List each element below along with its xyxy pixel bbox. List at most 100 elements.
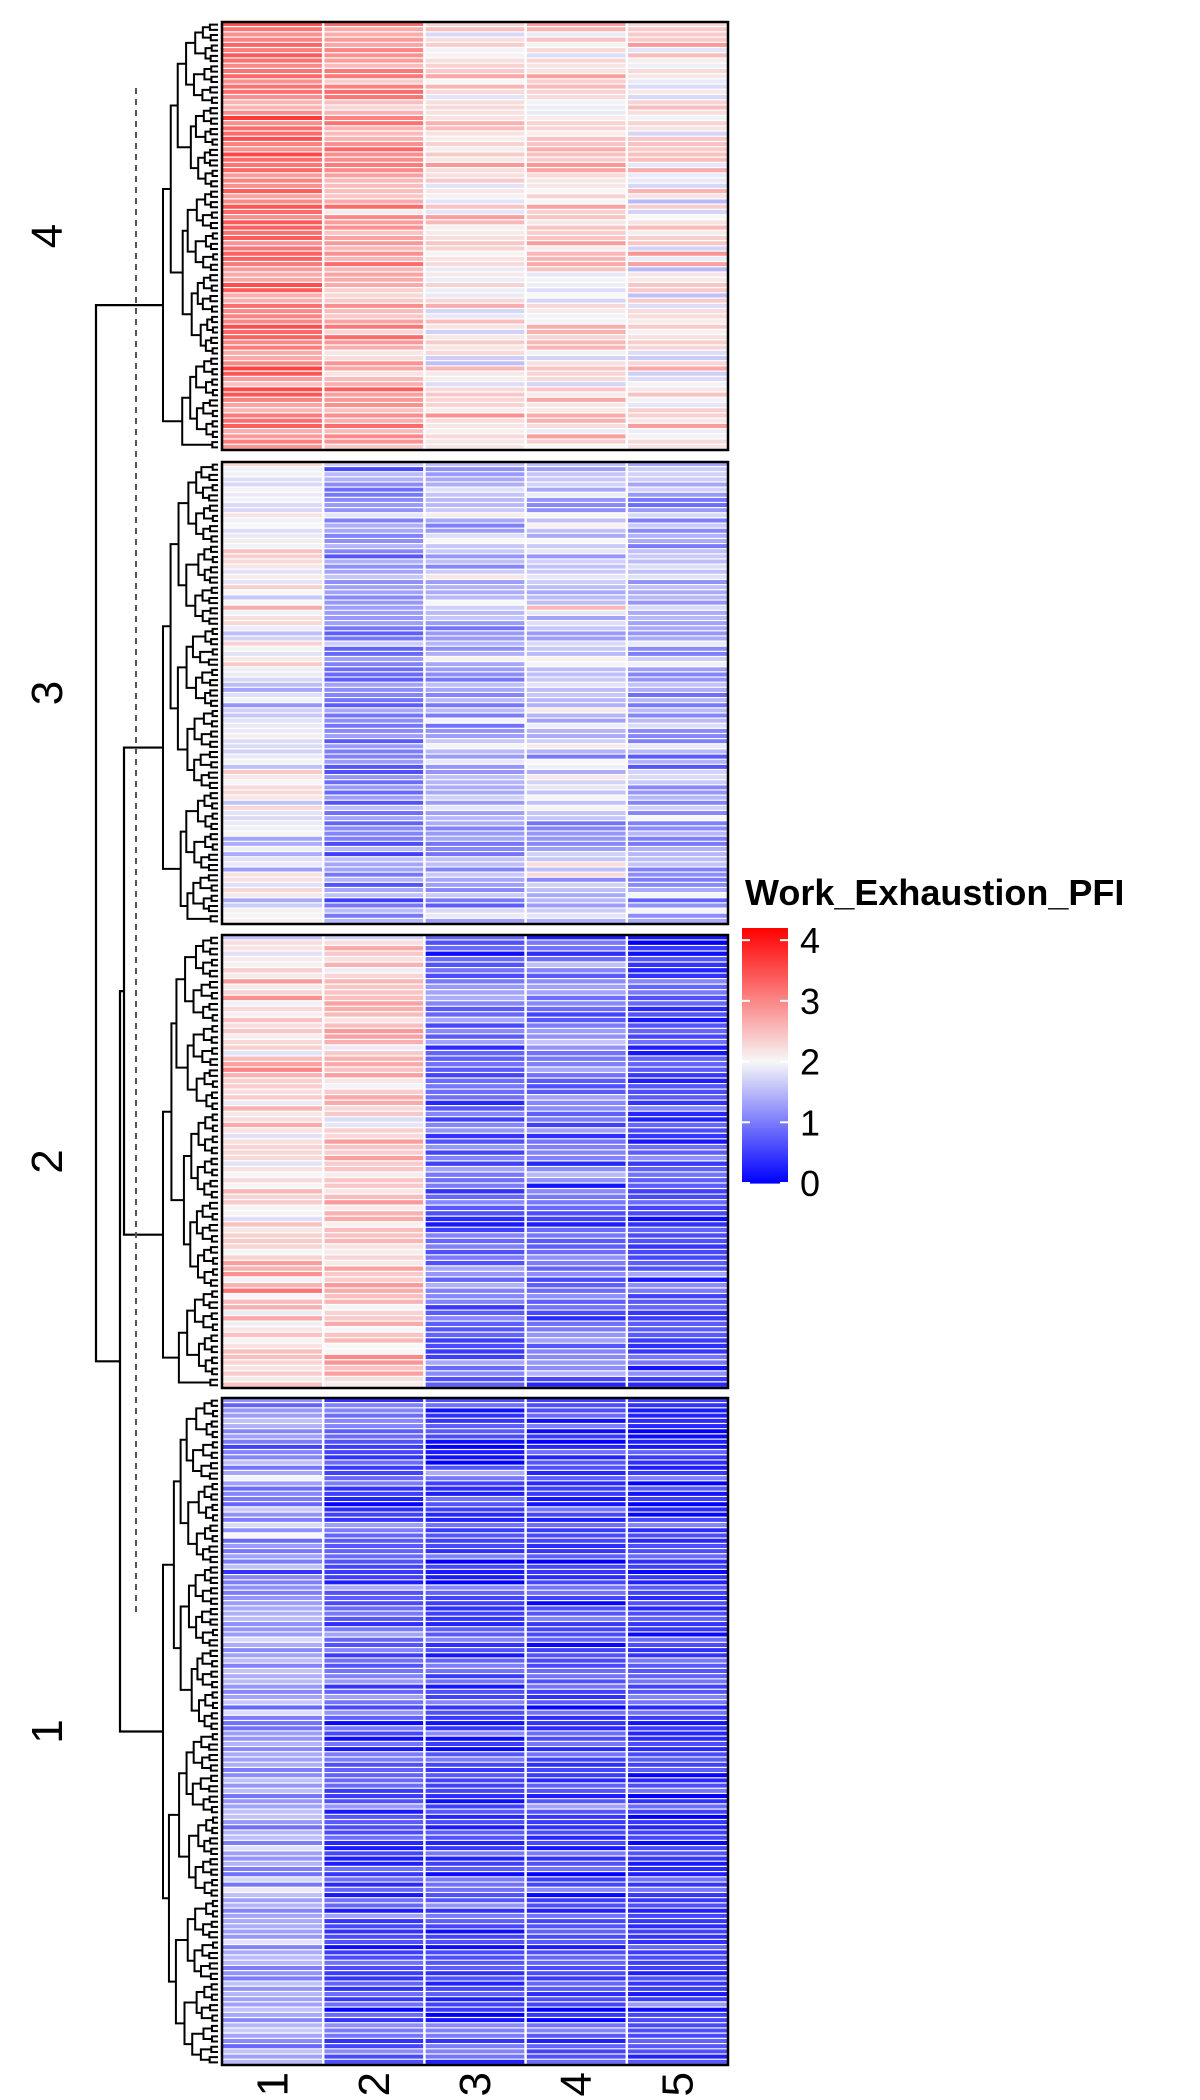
heatmap-cell [525,1596,627,1602]
heatmap-cell [424,770,526,776]
heatmap-cell [626,282,728,289]
heatmap-cell [525,1338,627,1344]
heatmap-cell [222,1976,324,1982]
heatmap-cell [525,903,627,909]
heatmap-cell [525,1830,627,1836]
heatmap-cell [525,1051,627,1057]
heatmap-cell [323,785,425,791]
heatmap-cell [424,590,526,596]
heatmap-cell [626,836,728,842]
heatmap-cell [424,1106,526,1112]
heatmap-cell [323,957,425,963]
heatmap-cell [525,1294,627,1300]
heatmap-cell [222,37,324,43]
heatmap-cell [222,1045,324,1052]
heatmap-cell [424,1887,526,1894]
heatmap-cell [525,590,627,596]
dendrogram-branch [201,1050,213,1064]
dendrogram-branch [210,720,218,728]
heatmap-cell [222,1564,324,1570]
heatmap-cell [222,246,324,252]
heatmap-cell [222,816,324,822]
heatmap-cell [222,324,324,330]
heatmap-cell [424,559,526,565]
heatmap-cell [626,1762,728,1768]
heatmap-cell [222,1095,324,1101]
dendrogram-branch [210,305,218,313]
heatmap-cell [424,1486,526,1492]
dendrogram-branch [201,1226,212,1240]
heatmap-cell [323,718,425,724]
legend-color-step [742,962,788,965]
heatmap-cell [323,1960,425,1966]
heatmap-cell [626,687,728,693]
heatmap-cell [626,126,728,132]
dendrogram-branch [210,1993,218,2001]
heatmap-cell [222,1986,324,1993]
heatmap-cell [424,1305,526,1311]
dendrogram-branch [204,47,212,60]
heatmap-cell [525,1945,627,1951]
heatmap-cell [323,646,425,652]
heatmap-cell [222,693,324,699]
dendrogram-branch [211,648,218,656]
heatmap-cell [424,1705,526,1711]
heatmap-cell [424,739,526,745]
dendrogram-branch [210,1806,218,1814]
heatmap-cell [323,256,425,263]
heatmap-cell [222,1846,324,1852]
dendrogram-branch [210,1399,218,1407]
heatmap-cell [525,1684,627,1690]
heatmap-cell [525,408,627,414]
dendrogram-branch [122,746,163,1236]
dendrogram-branch [209,679,218,687]
heatmap-cell [323,236,425,242]
dendrogram-cluster-2 [162,936,218,1387]
dendrogram-branch [210,761,218,769]
heatmap-cell [323,492,425,498]
heatmap-cell [626,1403,728,1409]
heatmap-cell [222,1001,324,1007]
heatmap-cell [626,1028,728,1035]
heatmap-cell [626,1067,728,1074]
heatmap-cell [525,1747,627,1753]
dendrogram-branch [193,1298,204,1323]
legend-color-step [742,1121,788,1125]
heatmap-cell [626,1233,728,1239]
heatmap-cell [323,429,425,435]
heatmap-cell [323,513,425,519]
heatmap-cell [222,935,324,941]
heatmap-cell [626,418,728,424]
heatmap-cell [424,646,526,652]
heatmap-cell [424,1538,526,1544]
heatmap-cell [525,1429,627,1435]
heatmap-cell [323,610,425,616]
heatmap-cell [323,790,425,796]
heatmap-cell [323,734,425,740]
heatmap-cell [424,1950,526,1956]
heatmap-cell [222,1332,324,1339]
dendrogram-branch [209,1649,218,1657]
heatmap-cell [222,1632,324,1638]
heatmap-cell [424,1924,526,1930]
heatmap-cell [424,152,526,158]
heatmap-cell [222,1528,324,1534]
heatmap-cell [525,1934,627,1940]
heatmap-cell [424,42,526,49]
heatmap-cell [626,528,728,534]
heatmap-cell [525,616,627,622]
heatmap-cell [525,63,627,69]
heatmap-cell [222,780,324,786]
heatmap-cell [525,1194,627,1201]
heatmap-cell [626,225,728,231]
heatmap-cell [222,1783,324,1789]
heatmap-cell [222,467,324,473]
heatmap-cell [626,1222,728,1228]
heatmap-cell [323,1444,425,1451]
dendrogram-branch [184,956,196,1003]
legend-color-step [742,957,788,961]
heatmap-cell [626,1840,728,1847]
heatmap-cell [525,1249,627,1256]
heatmap-cell [323,183,425,190]
heatmap-cell [323,1507,425,1513]
